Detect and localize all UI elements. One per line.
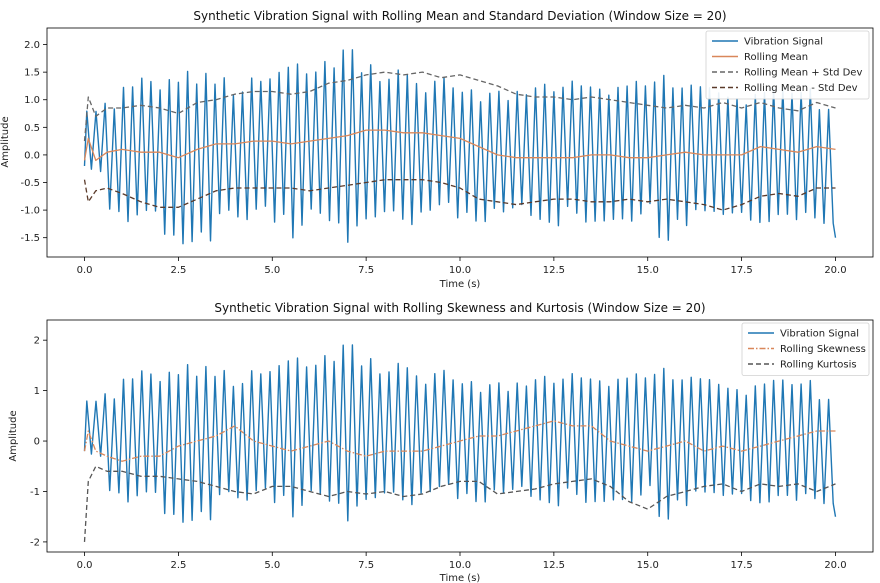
x-tick-label: 15.0 [637,265,659,276]
x-tick-label: 12.5 [543,560,565,571]
chart-2-legend: Vibration Signal Rolling Skewness Rolling … [741,322,870,376]
y-tick-label: -0.5 [20,178,40,189]
y-tick-label: -1.5 [20,233,40,244]
x-tick-label: 5.0 [264,265,280,276]
chart-2-x-ticks: 0.0 2.5 5.0 7.5 10.0 12.5 15.0 17.5 20.0 [77,552,847,571]
chart-1-series-rolling-mean-std-dev [83,179,836,211]
chart-2-plot-area [83,344,837,542]
x-tick-label: 7.5 [358,560,374,571]
chart-1: Synthetic Vibration Signal with Rolling … [0,9,874,290]
legend-frame [741,322,870,376]
y-tick-label: 1.0 [24,95,40,106]
chart-2-title: Synthetic Vibration Signal with Rolling … [214,301,705,315]
chart-1-y-ticks: -1.5 -1.0 -0.5 0.0 0.5 1.0 1.5 2.0 [20,40,47,244]
chart-1-x-ticks: 0.0 2.5 5.0 7.5 10.0 12.5 15.0 17.5 20.0 [77,257,847,276]
chart-1-y-axis-label: Amplitude [0,116,11,167]
legend-label-rolling-kurtosis: Rolling Kurtosis [780,360,857,371]
y-tick-label: 2.0 [24,40,40,51]
y-tick-label: 1 [34,386,40,397]
y-tick-label: 0.0 [24,150,40,161]
y-tick-label: 0 [34,437,40,448]
x-tick-label: 7.5 [358,265,374,276]
legend-frame [705,30,870,100]
legend-label-rolling-skewness: Rolling Skewness [780,344,866,355]
x-tick-label: 0.0 [77,265,93,276]
legend-label-rolling-mean-std-dev: Rolling Mean - Std Dev [744,83,858,94]
chart-1-series-vibration-signal [83,49,837,245]
x-tick-label: 2.5 [170,265,186,276]
chart-2-series-rolling-kurtosis [83,465,836,542]
legend-label-rolling-mean: Rolling Mean [744,52,808,63]
chart-2: Synthetic Vibration Signal with Rolling … [8,301,874,583]
chart-1-x-axis-label: Time (s) [439,279,481,290]
x-tick-label: 0.0 [77,560,93,571]
x-tick-label: 20.0 [824,265,846,276]
legend-label-vibration-signal: Vibration Signal [780,329,859,340]
y-tick-label: -1 [30,487,40,498]
chart-1-legend: Vibration Signal Rolling Mean Rolling Mean… [705,30,870,100]
chart-2-series-rolling-skewness [83,420,836,462]
chart-1-plot-area [83,49,837,245]
chart-1-title: Synthetic Vibration Signal with Rolling … [193,9,726,23]
chart-1-series-rolling-mean-std-dev [83,71,836,142]
y-tick-label: 1.5 [24,68,40,79]
legend-label-vibration-signal: Vibration Signal [744,37,823,48]
y-tick-label: 2 [34,336,40,347]
chart-1-series-rolling-mean [83,129,836,162]
x-tick-label: 10.0 [449,265,471,276]
legend-label-rolling-mean-std-dev: Rolling Mean + Std Dev [744,68,862,79]
y-tick-label: -1.0 [20,206,40,217]
chart-2-y-axis-label: Amplitude [8,410,19,461]
x-tick-label: 17.5 [730,560,752,571]
x-tick-label: 12.5 [543,265,565,276]
x-tick-label: 10.0 [449,560,471,571]
x-tick-label: 17.5 [730,265,752,276]
x-tick-label: 5.0 [264,560,280,571]
y-tick-label: 0.5 [24,123,40,134]
chart-2-x-axis-label: Time (s) [439,573,481,583]
x-tick-label: 15.0 [637,560,659,571]
y-tick-label: -2 [30,537,40,548]
chart-2-y-ticks: -2 -1 0 1 2 [30,336,47,548]
x-tick-label: 2.5 [170,560,186,571]
x-tick-label: 20.0 [824,560,846,571]
